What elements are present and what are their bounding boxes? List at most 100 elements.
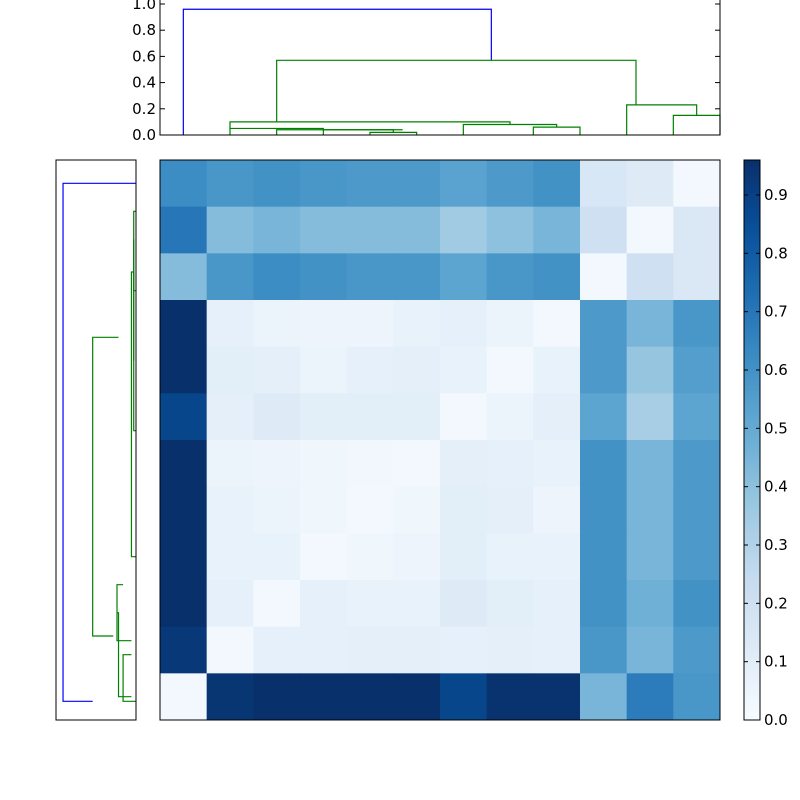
heatmap-cell xyxy=(533,486,581,534)
heatmap-cell xyxy=(580,626,628,674)
heatmap-cell xyxy=(253,160,301,208)
heatmap-cell xyxy=(206,346,254,394)
heatmap-cell xyxy=(673,253,721,301)
heatmap-cell xyxy=(160,486,208,534)
heatmap-cell xyxy=(346,393,394,441)
heatmap-cell xyxy=(206,253,254,301)
heatmap-cell xyxy=(160,346,208,394)
heatmap-cell xyxy=(300,486,348,534)
dendrogram-link xyxy=(626,104,698,135)
heatmap-cell xyxy=(160,440,208,488)
heatmap-cell xyxy=(160,253,208,301)
heatmap-cell xyxy=(160,673,208,721)
colorbar: 0.0 0.1 0.2 0.3 0.4 0.5 0.6 0.7 0.8 0.9 xyxy=(743,159,788,729)
heatmap-cell xyxy=(346,346,394,394)
heatmap-cell xyxy=(626,626,674,674)
heatmap-cell xyxy=(673,346,721,394)
colorbar-tick-label: 0.6 xyxy=(764,361,788,379)
heatmap-cell xyxy=(440,346,488,394)
heatmap-cell xyxy=(673,206,721,254)
heatmap-cell xyxy=(440,486,488,534)
heatmap-cell xyxy=(673,486,721,534)
heatmap-cell xyxy=(673,673,721,721)
heatmap-cell xyxy=(206,673,254,721)
heatmap-cell xyxy=(393,673,441,721)
heatmap-cell xyxy=(626,440,674,488)
y-tick-label: 0.0 xyxy=(132,126,156,144)
heatmap-cell xyxy=(440,440,488,488)
colorbar-tick-label: 0.9 xyxy=(764,186,788,204)
heatmap-cell xyxy=(393,626,441,674)
heatmap-cell xyxy=(486,440,534,488)
heatmap-cell xyxy=(580,346,628,394)
heatmap-cell xyxy=(253,206,301,254)
heatmap-cell xyxy=(486,580,534,628)
heatmap-cell xyxy=(346,673,394,721)
heatmap-cell xyxy=(580,580,628,628)
left-dendrogram xyxy=(55,159,137,721)
heatmap-cell xyxy=(580,533,628,581)
colorbar-tick-label: 0.3 xyxy=(764,536,788,554)
heatmap-cell xyxy=(486,300,534,348)
heatmap-cell xyxy=(206,486,254,534)
heatmap-cell xyxy=(393,486,441,534)
dendrogram-link xyxy=(322,129,394,135)
heatmap-cell xyxy=(626,300,674,348)
heatmap-cell xyxy=(206,206,254,254)
heatmap-cell xyxy=(393,346,441,394)
heatmap-cell xyxy=(486,253,534,301)
heatmap-cell xyxy=(300,160,348,208)
heatmap-cell xyxy=(440,206,488,254)
colorbar-tick-label: 0.7 xyxy=(764,303,788,321)
heatmap-cell xyxy=(486,626,534,674)
heatmap-cell xyxy=(440,673,488,721)
heatmap-cell xyxy=(673,300,721,348)
colorbar-tick-label: 0.0 xyxy=(764,711,788,729)
heatmap-cell xyxy=(160,626,208,674)
heatmap-cell xyxy=(626,580,674,628)
heatmap-cell xyxy=(206,393,254,441)
top-dendrogram: 0.0 0.2 0.4 0.6 0.8 1.0 xyxy=(132,0,721,144)
heatmap-cell xyxy=(346,206,394,254)
heatmap-cell xyxy=(160,160,208,208)
heatmap-cell xyxy=(253,440,301,488)
y-tick-label: 0.2 xyxy=(132,100,156,118)
y-tick-label: 1.0 xyxy=(132,0,156,13)
heatmap-cell xyxy=(533,440,581,488)
colorbar-tick-label: 0.8 xyxy=(764,244,788,262)
heatmap-cell xyxy=(393,253,441,301)
heatmap-cell xyxy=(393,206,441,254)
heatmap-cell xyxy=(486,393,534,441)
dendrogram-link xyxy=(672,114,721,135)
heatmap-cell xyxy=(580,673,628,721)
heatmap-cell xyxy=(533,160,581,208)
heatmap-cell xyxy=(673,580,721,628)
heatmap-cell xyxy=(486,486,534,534)
heatmap-cell xyxy=(626,533,674,581)
heatmap-cell xyxy=(300,206,348,254)
heatmap-cell xyxy=(440,626,488,674)
heatmap-cell xyxy=(533,206,581,254)
heatmap-cell xyxy=(346,440,394,488)
heatmap-cell xyxy=(626,486,674,534)
heatmap-cell xyxy=(533,393,581,441)
heatmap-cell xyxy=(253,673,301,721)
heatmap-cell xyxy=(626,160,674,208)
heatmap-cell xyxy=(533,346,581,394)
dendrogram-link xyxy=(462,123,558,135)
heatmap-cell xyxy=(300,346,348,394)
heatmap-cell xyxy=(346,533,394,581)
heatmap-cell xyxy=(160,206,208,254)
heatmap-cell xyxy=(580,440,628,488)
heatmap xyxy=(159,159,721,721)
heatmap-cell xyxy=(626,393,674,441)
dendrogram-link xyxy=(369,131,418,135)
heatmap-cell xyxy=(346,580,394,628)
heatmap-cell xyxy=(486,160,534,208)
dendrogram-link xyxy=(229,121,511,129)
heatmap-cell xyxy=(440,533,488,581)
heatmap-cell xyxy=(253,253,301,301)
heatmap-cell xyxy=(626,253,674,301)
heatmap-cell xyxy=(346,486,394,534)
